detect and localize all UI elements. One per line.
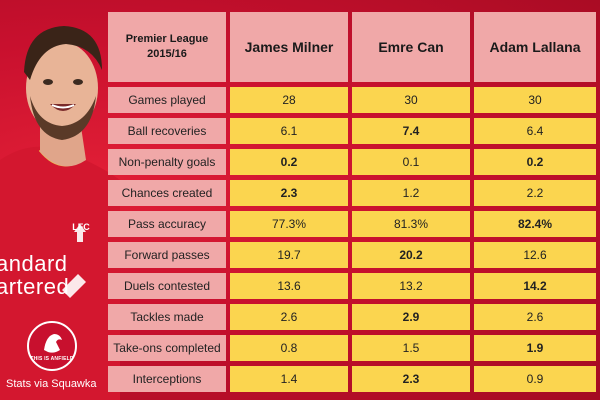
stat-label: Non-penalty goals — [108, 149, 226, 175]
stat-value: 2.2 — [474, 180, 596, 206]
stat-label: Games played — [108, 87, 226, 113]
shirt-crest: LFC — [72, 222, 90, 232]
stat-value: 30 — [474, 87, 596, 113]
stat-value: 14.2 — [474, 273, 596, 299]
stat-value: 13.6 — [230, 273, 348, 299]
stat-label: Take-ons completed — [108, 335, 226, 361]
stat-value: 2.3 — [230, 180, 348, 206]
stat-label: Interceptions — [108, 366, 226, 392]
stat-value: 1.5 — [352, 335, 470, 361]
stat-value: 81.3% — [352, 211, 470, 237]
shirt-sponsor: andard artered — [0, 252, 69, 298]
stat-value: 12.6 — [474, 242, 596, 268]
stat-label: Pass accuracy — [108, 211, 226, 237]
stat-label: Ball recoveries — [108, 118, 226, 144]
stat-label: Tackles made — [108, 304, 226, 330]
season-header: Premier League 2015/16 — [108, 12, 226, 82]
season-header-line-1: Premier League — [125, 33, 209, 45]
stat-value: 0.2 — [230, 149, 348, 175]
stat-value: 2.9 — [352, 304, 470, 330]
player-header-lallana: Adam Lallana — [474, 12, 596, 82]
stat-value: 1.4 — [230, 366, 348, 392]
season-header-line-2: 2015/16 — [147, 48, 187, 60]
stat-value: 82.4% — [474, 211, 596, 237]
stat-value: 1.9 — [474, 335, 596, 361]
sponsor-line-2: artered — [0, 274, 70, 299]
stat-label: Forward passes — [108, 242, 226, 268]
stat-value: 1.2 — [352, 180, 470, 206]
player-header-milner: James Milner — [230, 12, 348, 82]
stat-value: 0.9 — [474, 366, 596, 392]
stat-value: 19.7 — [230, 242, 348, 268]
stat-value: 2.6 — [474, 304, 596, 330]
sponsor-line-1: andard — [0, 251, 68, 276]
stats-table: Premier League 2015/16 James Milner Emre… — [108, 12, 596, 392]
stat-value: 0.2 — [474, 149, 596, 175]
stat-value: 2.6 — [230, 304, 348, 330]
stat-value: 30 — [352, 87, 470, 113]
stat-label: Duels contested — [108, 273, 226, 299]
stat-value: 2.3 — [352, 366, 470, 392]
logo-text: THIS IS ANFIELD — [30, 356, 74, 362]
stat-value: 7.4 — [352, 118, 470, 144]
stat-value: 77.3% — [230, 211, 348, 237]
stat-value: 0.8 — [230, 335, 348, 361]
liverbird-icon — [27, 321, 77, 371]
stat-value: 6.4 — [474, 118, 596, 144]
player-header-can: Emre Can — [352, 12, 470, 82]
stat-value: 13.2 — [352, 273, 470, 299]
stats-credit: Stats via Squawka — [6, 378, 97, 390]
stat-value: 28 — [230, 87, 348, 113]
stat-label: Chances created — [108, 180, 226, 206]
stat-value: 0.1 — [352, 149, 470, 175]
stat-value: 20.2 — [352, 242, 470, 268]
stat-value: 6.1 — [230, 118, 348, 144]
